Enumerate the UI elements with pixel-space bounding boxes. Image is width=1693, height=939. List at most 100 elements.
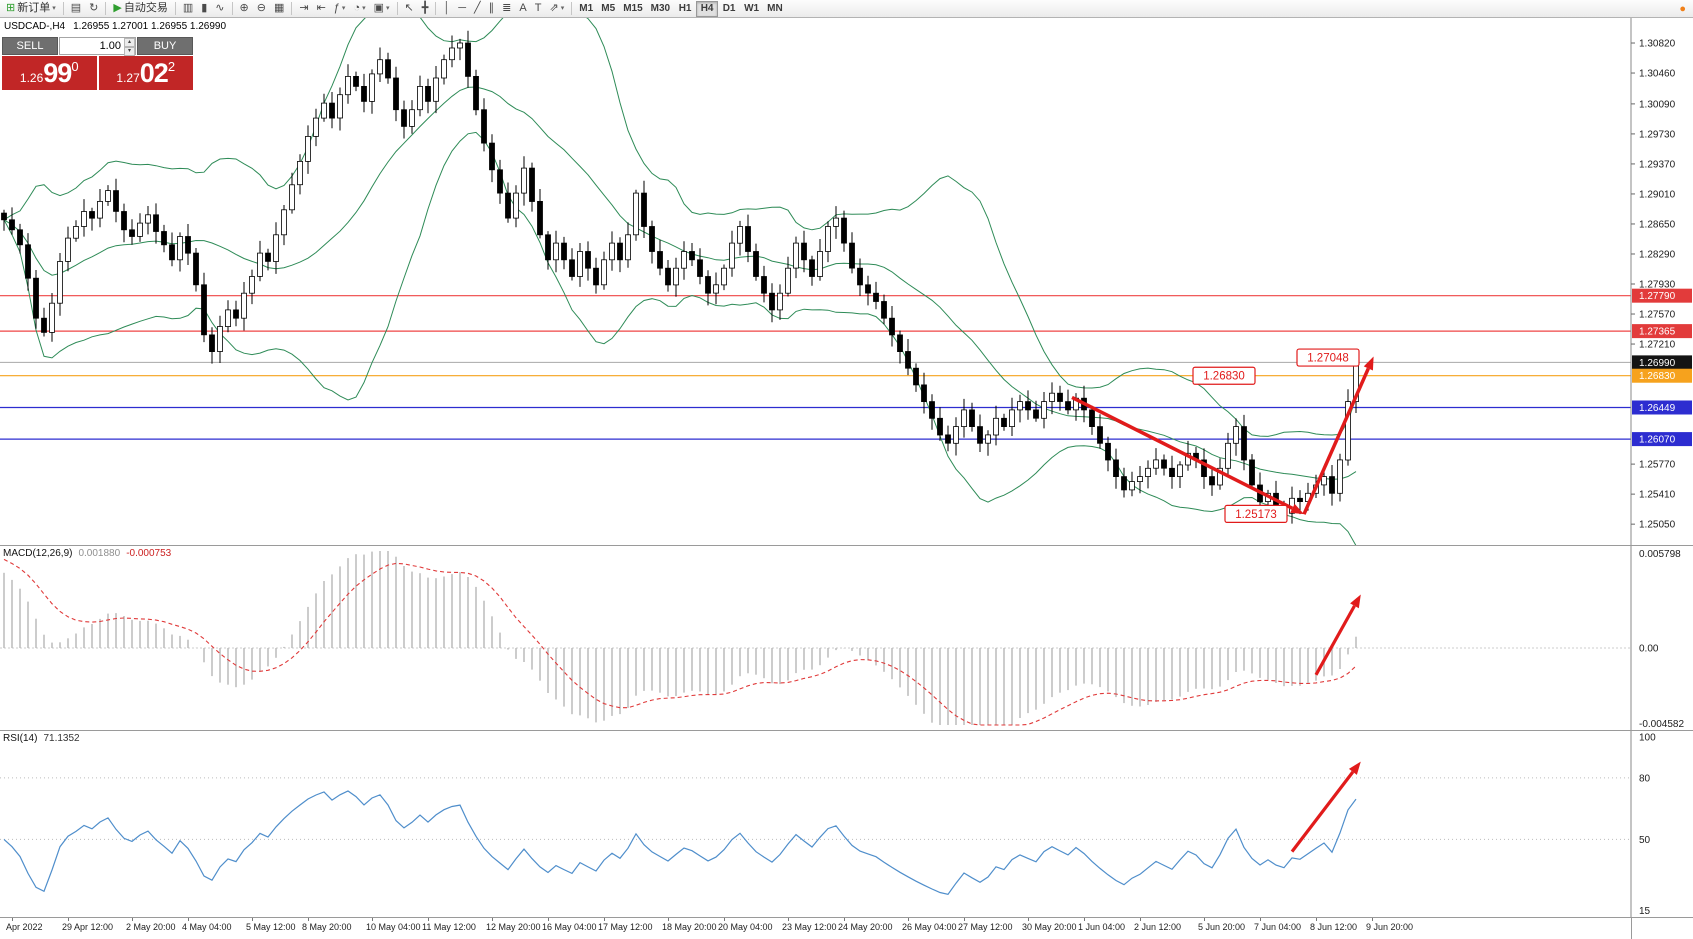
toolbar-separator [62, 2, 64, 15]
vertical-line-button[interactable]: │ [439, 1, 454, 17]
time-label: 2 May 20:00 [126, 922, 176, 932]
crosshair-icon: ╋ [421, 2, 429, 14]
volume-decrease-button[interactable]: ▾ [123, 47, 135, 56]
rsi-panel[interactable]: 100 80 50 15 RSI(14) 71.1352 [0, 731, 1693, 917]
zoom-in-button[interactable]: ⊕ [236, 1, 253, 17]
autotrading-button[interactable]: ▶ 自动交易 [109, 1, 171, 17]
buy-button[interactable]: BUY [137, 37, 193, 55]
refresh-button[interactable]: ↻ [85, 1, 102, 17]
time-tick [1260, 918, 1261, 921]
timeframe-m5-button[interactable]: M5 [597, 1, 619, 17]
macd-axis-max: 0.005798 [1639, 549, 1681, 560]
caret-down-icon: ▾ [386, 5, 390, 12]
new-order-button[interactable]: ⊞ 新订单 ▾ [2, 1, 60, 17]
rsi-chart[interactable]: 100 80 50 15 [0, 731, 1693, 917]
timeframe-h1-button[interactable]: H1 [674, 1, 696, 17]
time-label: 29 Apr 12:00 [62, 922, 114, 932]
fibonacci-retracement-button[interactable]: ≣ [498, 1, 515, 17]
chart-shift-button[interactable]: ⇤ [313, 1, 330, 17]
candles [1, 30, 1359, 524]
price-chart[interactable]: 1.27048 1.26830 1.25173 1.30820 1.30460 1.300… [0, 18, 1693, 545]
zoom-out-icon: ⊖ [256, 2, 266, 14]
macd-arrow[interactable] [1314, 594, 1361, 676]
volume-increase-button[interactable]: ▴ [123, 38, 135, 47]
timeframe-m30-button[interactable]: M30 [647, 1, 674, 17]
timeframe-d1-button[interactable]: D1 [718, 1, 740, 17]
rsi-arrow[interactable] [1290, 761, 1361, 853]
bar-chart-icon: ▥ [182, 2, 194, 14]
time-tick [1204, 918, 1205, 921]
notifications-icon[interactable]: ● [1679, 2, 1686, 15]
sell-price-base: 1.26 [19, 70, 44, 85]
sell-button[interactable]: SELL [2, 37, 58, 55]
line-chart-icon: ∿ [215, 2, 225, 14]
templates-button[interactable]: ▣ ▾ [370, 1, 394, 17]
text-label-button[interactable]: T [531, 1, 546, 17]
zoom-out-button[interactable]: ⊖ [253, 1, 270, 17]
timeframe-m1-button[interactable]: M1 [575, 1, 597, 17]
trendline-button[interactable]: ╱ [470, 1, 485, 17]
chart-profiles-button[interactable]: ▤ [67, 1, 85, 17]
price-chart-panel[interactable]: 1.27048 1.26830 1.25173 1.30820 1.30460 1.300… [0, 18, 1693, 545]
time-tick [252, 918, 253, 921]
volume-input[interactable] [60, 38, 124, 54]
timeframe-w1-button[interactable]: W1 [740, 1, 763, 17]
svg-text:1.26830: 1.26830 [1639, 371, 1676, 382]
sell-price-button[interactable]: 1.26 99 0 [2, 56, 97, 90]
time-tick [308, 918, 309, 921]
time-label: 20 May 04:00 [718, 922, 773, 932]
line-chart-button[interactable]: ∿ [211, 1, 228, 17]
buy-price-button[interactable]: 1.27 02 2 [98, 56, 193, 90]
text-icon: A [519, 2, 527, 14]
timeframe-mn-button[interactable]: MN [763, 1, 787, 17]
crosshair-button[interactable]: ╋ [418, 1, 433, 17]
trend-arrow[interactable] [1071, 395, 1304, 515]
annotation-price-label[interactable]: 1.25173 [1224, 504, 1288, 523]
indicators-icon: ƒ [333, 2, 340, 14]
text-button[interactable]: A [515, 1, 530, 17]
annotation-price-label[interactable]: 1.27048 [1296, 348, 1360, 367]
time-tick [492, 918, 493, 921]
trend-arrow[interactable] [1302, 356, 1374, 515]
time-axis[interactable]: Apr 2022 29 Apr 12:00 2 May 20:00 4 May 04:… [0, 917, 1693, 939]
price-badge: 1.26449 [1632, 400, 1692, 415]
sell-price-pips: 99 [43, 57, 72, 88]
macd-panel-splitter[interactable] [0, 545, 1693, 546]
tile-windows-button[interactable]: ▦ [270, 1, 288, 17]
time-tick [788, 918, 789, 921]
timeframe-m15-button[interactable]: M15 [619, 1, 646, 17]
cursor-button[interactable]: ↖ [401, 1, 418, 17]
indicators-button[interactable]: ƒ ▾ [330, 1, 350, 17]
equidistant-channel-button[interactable]: ∥ [485, 1, 499, 17]
rsi-axis-label: 50 [1639, 835, 1651, 846]
toolbar-separator [396, 2, 398, 15]
svg-text:1.27048: 1.27048 [1307, 353, 1349, 365]
auto-scroll-button[interactable]: ⇥ [295, 1, 312, 17]
templates-icon: ▣ [373, 2, 385, 14]
time-tick [1372, 918, 1373, 921]
periods-button[interactable]: ◔ ▾ [349, 1, 369, 17]
equidistant-channel-icon: ∥ [488, 2, 495, 14]
vertical-line-icon: │ [443, 2, 451, 14]
macd-axis-zero: 0.00 [1639, 644, 1659, 655]
horizontal-line-button[interactable]: ─ [454, 1, 470, 17]
macd-chart[interactable]: 0.005798 0.00 -0.004582 [0, 546, 1693, 730]
annotation-price-label[interactable]: 1.26830 [1192, 366, 1256, 385]
price-badge: 1.26990 [1632, 355, 1692, 370]
timeframe-h4-button[interactable]: H4 [696, 0, 719, 17]
toolbar-separator [435, 2, 437, 15]
bar-chart-button[interactable]: ▥ [179, 1, 197, 17]
rsi-axis-label: 15 [1639, 906, 1651, 917]
price-badge: 1.27365 [1632, 324, 1692, 339]
rsi-panel-splitter[interactable] [0, 730, 1693, 731]
toolbar-separator [571, 2, 573, 15]
caret-down-icon: ▾ [52, 5, 56, 12]
tile-windows-icon: ▦ [273, 2, 285, 14]
toolbar-separator [105, 2, 107, 15]
time-label: 2 Jun 12:00 [1134, 922, 1182, 932]
time-label: 9 Jun 20:00 [1366, 922, 1414, 932]
macd-panel[interactable]: 0.005798 0.00 -0.004582 MACD(12,26,9) 0.00… [0, 546, 1693, 730]
candlestick-chart-button[interactable]: ▮ [197, 1, 211, 17]
macd-axis-min: -0.004582 [1639, 719, 1684, 730]
arrow-tools-button[interactable]: ⇗ ▾ [545, 1, 568, 17]
